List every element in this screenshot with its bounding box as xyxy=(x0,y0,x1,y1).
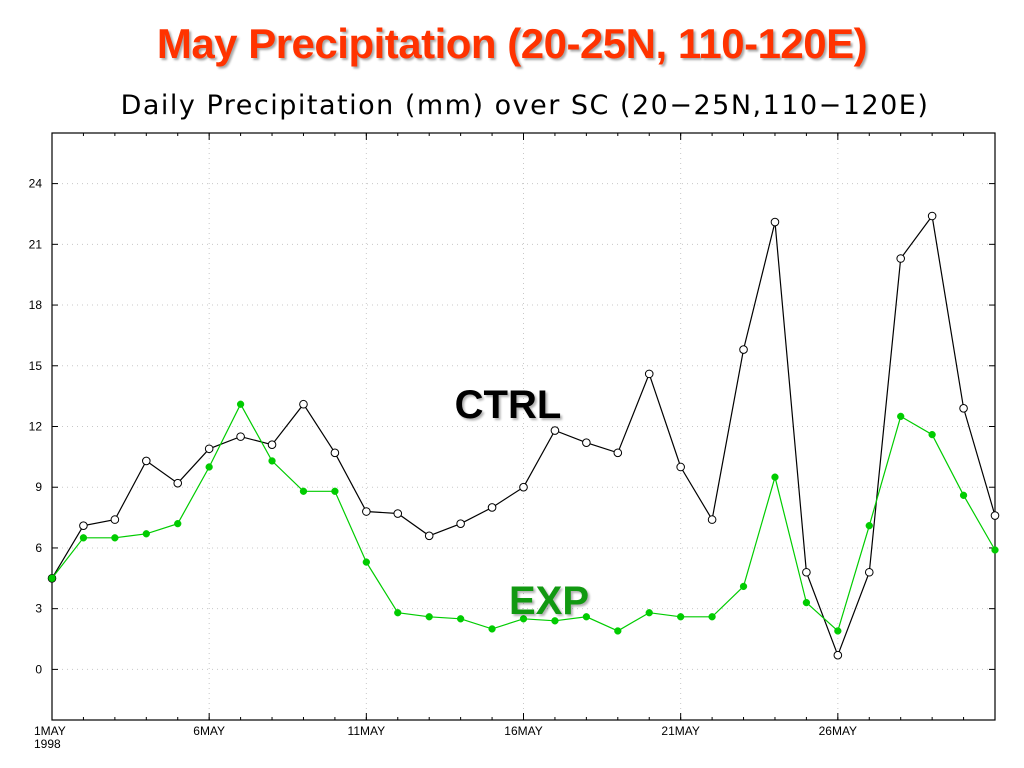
series-ctrl xyxy=(47,211,1000,660)
data-point-ctrl xyxy=(393,509,403,518)
data-point-ctrl xyxy=(267,440,277,450)
y-tick-label: 3 xyxy=(35,602,42,616)
data-point-ctrl xyxy=(864,567,874,577)
y-tick-label: 18 xyxy=(29,298,43,312)
data-point-exp xyxy=(834,627,842,635)
series-labels: CTRL EXP xyxy=(455,383,589,623)
data-point-exp xyxy=(425,613,433,621)
data-point-exp xyxy=(48,574,56,582)
data-point-ctrl xyxy=(707,515,717,524)
data-point-exp xyxy=(771,473,779,481)
data-point-exp xyxy=(802,598,811,607)
series-label-ctrl: CTRL xyxy=(455,383,562,427)
x-tick-sublabel: 1998 xyxy=(34,737,61,751)
y-tick-label: 0 xyxy=(35,662,42,676)
y-tick-label: 9 xyxy=(35,480,42,494)
data-point-ctrl xyxy=(644,369,654,379)
data-point-exp xyxy=(739,582,748,591)
series-label-exp: EXP xyxy=(509,579,589,623)
data-point-ctrl xyxy=(990,511,1000,520)
data-point-exp xyxy=(394,609,402,617)
x-tick-label: 11MAY xyxy=(348,724,386,738)
data-point-ctrl xyxy=(79,521,88,530)
y-tick-label: 24 xyxy=(29,177,43,191)
data-point-ctrl xyxy=(204,444,214,454)
y-tick-label: 15 xyxy=(29,359,43,373)
data-point-ctrl xyxy=(424,531,434,541)
data-point-exp xyxy=(614,627,622,635)
data-point-ctrl xyxy=(959,403,968,413)
x-tick-label: 26MAY xyxy=(819,724,857,738)
data-point-ctrl xyxy=(456,519,465,528)
x-tick-label: 6MAY xyxy=(193,724,225,738)
data-point-exp xyxy=(519,615,528,623)
data-point-exp xyxy=(677,613,685,621)
y-tick-label: 21 xyxy=(29,237,43,251)
x-tick-label: 21MAY xyxy=(661,724,699,738)
data-point-ctrl xyxy=(582,438,591,447)
data-point-exp xyxy=(488,625,496,633)
data-point-exp xyxy=(456,615,465,623)
data-point-ctrl xyxy=(362,507,371,516)
data-point-ctrl xyxy=(110,515,120,524)
data-point-ctrl xyxy=(896,254,906,263)
data-point-exp xyxy=(551,617,559,625)
data-point-exp xyxy=(708,613,716,621)
data-point-exp xyxy=(174,520,182,528)
data-point-exp xyxy=(111,534,119,542)
data-point-ctrl xyxy=(613,448,623,458)
data-point-exp xyxy=(205,463,213,471)
data-point-exp xyxy=(928,430,936,439)
chart-title: Daily Precipitation (mm) over SC (20−25N… xyxy=(120,90,930,121)
data-point-ctrl xyxy=(802,567,811,577)
data-point-exp xyxy=(331,487,339,495)
data-point-ctrl xyxy=(739,345,748,354)
data-point-ctrl xyxy=(833,650,843,660)
x-tick-label: 1MAY xyxy=(34,724,66,738)
data-point-ctrl xyxy=(519,482,528,492)
data-point-ctrl xyxy=(330,448,340,458)
data-point-exp xyxy=(79,534,88,542)
grid-lines xyxy=(51,133,995,720)
y-tick-label: 12 xyxy=(29,420,43,434)
data-point-exp xyxy=(142,530,150,538)
data-point-exp xyxy=(959,491,968,499)
data-point-ctrl xyxy=(550,426,560,435)
x-tick-label: 16MAY xyxy=(504,724,542,738)
data-point-exp xyxy=(645,609,653,617)
data-point-ctrl xyxy=(927,211,937,221)
slide-title: May Precipitation (20-25N, 110-120E) xyxy=(156,20,868,67)
y-tick-label: 6 xyxy=(35,541,42,555)
series-layer xyxy=(47,211,1000,660)
data-point-ctrl xyxy=(676,462,685,472)
data-point-exp xyxy=(897,412,905,421)
data-point-exp xyxy=(991,546,999,554)
data-point-ctrl xyxy=(770,217,780,227)
data-point-ctrl xyxy=(142,456,151,466)
data-point-exp xyxy=(362,558,370,566)
data-point-ctrl xyxy=(236,432,245,441)
data-point-exp xyxy=(582,613,591,621)
series-exp xyxy=(48,400,999,635)
data-point-ctrl xyxy=(487,503,497,512)
data-point-exp xyxy=(865,522,873,530)
data-point-ctrl xyxy=(299,399,308,409)
data-point-exp xyxy=(236,400,245,408)
data-point-exp xyxy=(299,487,308,495)
data-point-ctrl xyxy=(173,478,183,488)
data-point-exp xyxy=(268,457,276,465)
